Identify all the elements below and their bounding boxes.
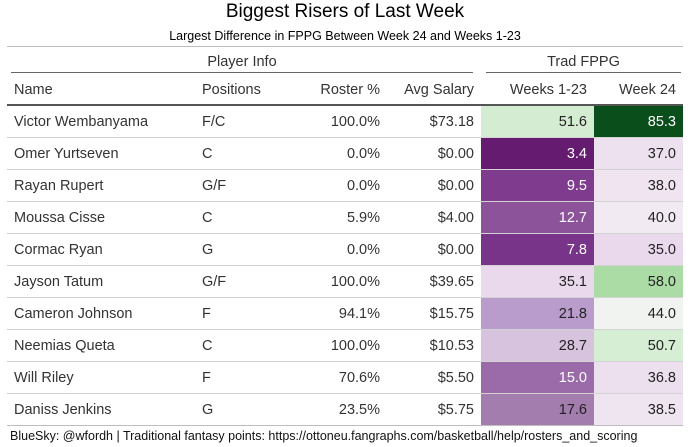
cell-week-24: 38.0	[594, 169, 683, 202]
cell-roster-pct: 0.0%	[295, 233, 387, 266]
cell-avg-salary: $73.18	[429, 113, 474, 130]
cell-week-24: 38.5	[594, 393, 683, 425]
cell-weeks-1-23: 28.7	[481, 329, 594, 362]
cell-positions: G/F	[195, 265, 295, 298]
cell-positions: F	[195, 297, 295, 330]
table-row: Cameron Johnson F 94.1% $15.75 21.8 44.0	[7, 297, 683, 330]
header-row: Name Positions Roster % Avg Salary Weeks…	[7, 75, 683, 106]
cell-weeks-1-23: 21.8	[481, 297, 594, 330]
cell-roster-pct: 100.0%	[295, 265, 387, 298]
cell-avg-salary: $15.75	[387, 297, 481, 330]
table-row: Will Riley F 70.6% $5.50 15.0 36.8	[7, 361, 683, 394]
cell-positions: G/F	[195, 169, 295, 202]
cell-week-24: 37.0	[594, 137, 683, 170]
column-header-weeks-1-23: Weeks 1-23	[481, 75, 594, 106]
cell-name: Cormac Ryan	[7, 233, 195, 266]
spanner-rule-player-info	[11, 72, 473, 73]
cell-roster-pct: 100.0%	[295, 329, 387, 362]
cell-avg-salary: $5.50	[387, 361, 481, 394]
cell-weeks-1-23: 17.6	[481, 393, 594, 425]
risers-table: Name Positions Roster % Avg Salary Weeks…	[7, 75, 683, 425]
cell-week-24: 44.0	[594, 297, 683, 330]
cell-weeks-1-23: 15.0	[481, 361, 594, 394]
cell-roster-pct: 70.6%	[295, 361, 387, 394]
cell-week-24: 35.0	[594, 233, 683, 266]
cell-weeks-1-23: 12.7	[481, 201, 594, 234]
cell-positions: F/C	[202, 113, 226, 130]
cell-avg-salary: $0.00	[387, 169, 481, 202]
table-body: Victor Wembanyama F/C 100.0% $73.18 51.6 85.3…	[7, 105, 683, 425]
top-divider	[7, 46, 683, 47]
table-row: Omer Yurtseven C 0.0% $0.00 3.4 37.0	[7, 137, 683, 170]
table-row: Cormac Ryan G 0.0% $0.00 7.8 35.0	[7, 233, 683, 266]
cell-name: Victor Wembanyama	[14, 113, 149, 130]
table-subtitle: Largest Difference in FPPG Between Week …	[169, 29, 521, 43]
cell-positions: C	[195, 329, 295, 362]
cell-avg-salary: $39.65	[387, 265, 481, 298]
cell-name: Moussa Cisse	[7, 201, 195, 234]
cell-name: Daniss Jenkins	[7, 393, 195, 425]
cell-week-24: 85.3	[594, 105, 683, 138]
cell-weeks-1-23: 51.6	[481, 105, 594, 138]
cell-avg-salary: $5.75	[387, 393, 481, 425]
cell-positions: G	[195, 393, 295, 425]
cell-positions: F	[195, 361, 295, 394]
cell-name: Will Riley	[7, 361, 195, 394]
column-header-positions: Positions	[195, 75, 295, 106]
table-row: Daniss Jenkins G 23.5% $5.75 17.6 38.5	[7, 393, 683, 425]
cell-week-24: 36.8	[594, 361, 683, 394]
cell-positions: G	[195, 233, 295, 266]
cell-weeks-1-23: 3.4	[481, 137, 594, 170]
cell-name: Cameron Johnson	[7, 297, 195, 330]
cell-roster-pct: 5.9%	[295, 201, 387, 234]
column-header-roster-pct: Roster %	[295, 75, 387, 106]
source-footer: BlueSky: @wfordh | Traditional fantasy p…	[10, 429, 638, 443]
cell-avg-salary: $10.53	[387, 329, 481, 362]
spanner-player-info: Player Info	[207, 54, 277, 70]
table-row: Neemias Queta C 100.0% $10.53 28.7 50.7	[7, 329, 683, 362]
cell-roster-pct: 0.0%	[295, 169, 387, 202]
cell-name: Jayson Tatum	[7, 265, 195, 298]
cell-roster-pct: 0.0%	[295, 137, 387, 170]
column-header-name: Name	[7, 75, 195, 106]
cell-avg-salary: $0.00	[387, 137, 481, 170]
cell-weeks-1-23: 9.5	[481, 169, 594, 202]
spanner-trad-fppg: Trad FPPG	[547, 54, 620, 70]
cell-name: Rayan Rupert	[7, 169, 195, 202]
table-row: Moussa Cisse C 5.9% $4.00 12.7 40.0	[7, 201, 683, 234]
cell-name: Omer Yurtseven	[7, 137, 195, 170]
bottom-divider	[7, 425, 683, 426]
spanner-rule-trad-fppg	[486, 72, 681, 73]
cell-roster-pct: 100.0%	[330, 113, 380, 130]
cell-week-24: 40.0	[594, 201, 683, 234]
cell-positions: C	[195, 201, 295, 234]
cell-week-24: 50.7	[594, 329, 683, 362]
cell-avg-salary: $4.00	[387, 201, 481, 234]
cell-week-24: 58.0	[594, 265, 683, 298]
cell-weeks-1-23: 35.1	[481, 265, 594, 298]
cell-positions: C	[195, 137, 295, 170]
table-row: Rayan Rupert G/F 0.0% $0.00 9.5 38.0	[7, 169, 683, 202]
cell-roster-pct: 23.5%	[295, 393, 387, 425]
table-row: Jayson Tatum G/F 100.0% $39.65 35.1 58.0	[7, 265, 683, 298]
table-title: Biggest Risers of Last Week	[225, 1, 465, 22]
table-row: Victor Wembanyama F/C 100.0% $73.18 51.6 85.3	[7, 105, 683, 138]
cell-avg-salary: $0.00	[387, 233, 481, 266]
cell-name: Neemias Queta	[7, 329, 195, 362]
column-header-avg-salary: Avg Salary	[387, 75, 481, 106]
column-header-week-24: Week 24	[594, 75, 683, 106]
cell-weeks-1-23: 7.8	[481, 233, 594, 266]
cell-roster-pct: 94.1%	[295, 297, 387, 330]
